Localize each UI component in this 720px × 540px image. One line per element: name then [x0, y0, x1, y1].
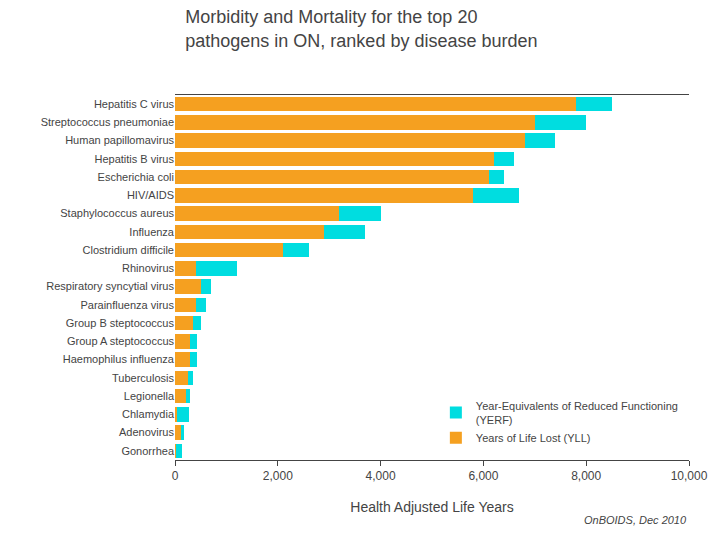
svg-text:Adenovirus: Adenovirus — [119, 426, 175, 438]
svg-text:OnBOIDS, Dec 2010: OnBOIDS, Dec 2010 — [584, 514, 687, 526]
svg-text:Chlamydia: Chlamydia — [122, 408, 175, 420]
svg-text:Escherichia coli: Escherichia coli — [98, 171, 174, 183]
svg-text:Hepatitis B virus: Hepatitis B virus — [95, 153, 175, 165]
svg-text:8,000: 8,000 — [571, 469, 601, 483]
svg-text:10,000: 10,000 — [671, 469, 708, 483]
svg-text:Morbidity and Mortality for th: Morbidity and Mortality for the top 20pa… — [185, 7, 537, 50]
svg-text:Legionella: Legionella — [124, 390, 175, 402]
svg-text:Gonorrhea: Gonorrhea — [121, 445, 174, 457]
svg-text:Respiratory syncytial virus: Respiratory syncytial virus — [46, 280, 174, 292]
svg-text:Parainfluenza virus: Parainfluenza virus — [80, 299, 174, 311]
svg-text:Haemophilus influenza: Haemophilus influenza — [63, 353, 175, 365]
svg-text:Group B steptococcus: Group B steptococcus — [66, 317, 175, 329]
svg-text:Rhinovirus: Rhinovirus — [122, 262, 174, 274]
svg-text:Group A steptococcus: Group A steptococcus — [67, 335, 175, 347]
svg-text:Hepatitis C virus: Hepatitis C virus — [94, 98, 175, 110]
svg-text:Clostridium difficile: Clostridium difficile — [83, 244, 175, 256]
svg-text:Years of Life Lost (YLL): Years of Life Lost (YLL) — [476, 432, 591, 444]
svg-text:6,000: 6,000 — [468, 469, 498, 483]
svg-text:Health Adjusted Life Years: Health Adjusted Life Years — [350, 499, 513, 515]
svg-text:Influenza: Influenza — [129, 226, 175, 238]
svg-text:Year-Equivalents of Reduced Fu: Year-Equivalents of Reduced Functioning(… — [476, 400, 678, 426]
svg-text:2,000: 2,000 — [263, 469, 293, 483]
svg-text:Staphylococcus aureus: Staphylococcus aureus — [60, 207, 174, 219]
svg-text:Tuberculosis: Tuberculosis — [112, 372, 174, 384]
svg-text:4,000: 4,000 — [366, 469, 396, 483]
svg-text:0: 0 — [172, 469, 179, 483]
svg-text:Human papillomavirus: Human papillomavirus — [65, 134, 174, 146]
svg-text:HIV/AIDS: HIV/AIDS — [127, 189, 174, 201]
svg-text:Streptococcus pneumoniae: Streptococcus pneumoniae — [41, 116, 174, 128]
